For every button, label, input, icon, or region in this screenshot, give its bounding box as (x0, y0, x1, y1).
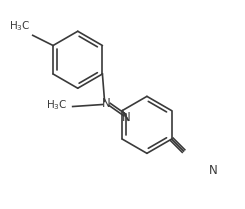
Text: N: N (102, 97, 110, 110)
Text: H$_3$C: H$_3$C (9, 19, 31, 33)
Text: N: N (209, 164, 217, 177)
Text: N: N (122, 111, 131, 124)
Text: H$_3$C: H$_3$C (46, 99, 68, 112)
